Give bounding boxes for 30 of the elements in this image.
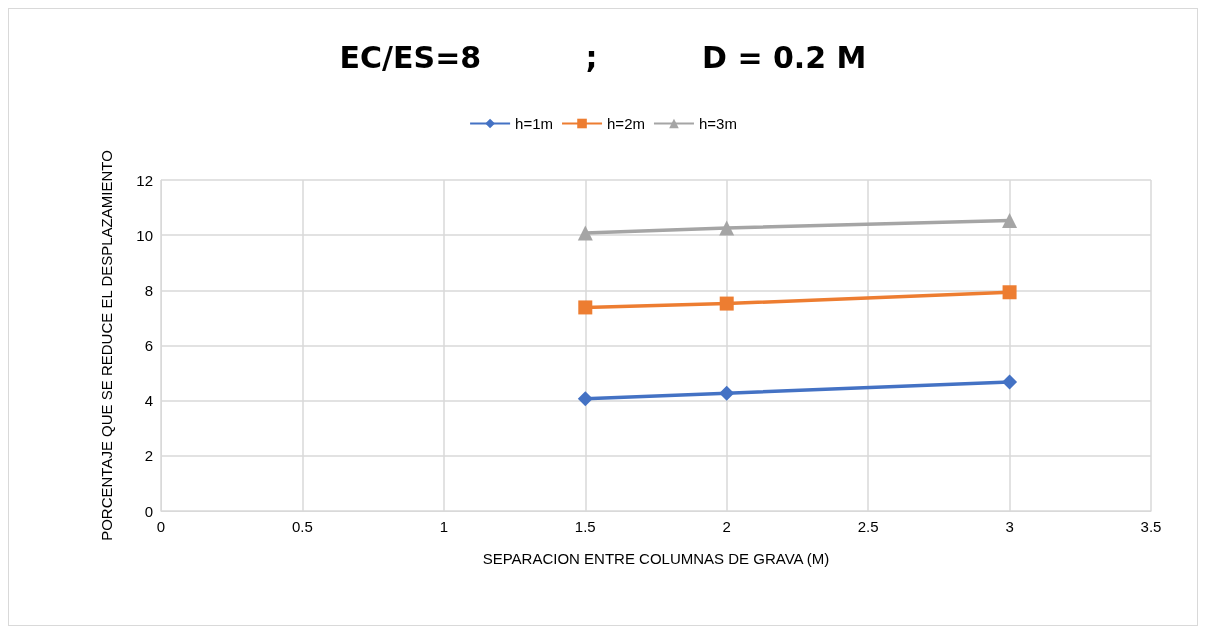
point: [719, 220, 735, 236]
y-tick-label: 10: [136, 226, 153, 244]
x-tick-label: 1.5: [574, 518, 596, 535]
point: [577, 391, 593, 407]
y-axis-title: PORCENTAJE QUE SE REDUCE EL DESPLAZAMIENTO: [97, 150, 115, 541]
point: [1002, 374, 1018, 390]
y-tick-label: 8: [144, 281, 153, 299]
legend-label: h=3m: [698, 115, 737, 132]
legend-label: h=1m: [515, 115, 554, 132]
point: [1002, 285, 1017, 300]
y-tick-label: 12: [136, 171, 153, 189]
point: [577, 225, 593, 241]
x-tick-label: 2.5: [857, 518, 879, 535]
point: [1002, 213, 1018, 229]
chart-title: EC/ES=8 ; D = 0.2 M: [339, 39, 867, 75]
x-tick-label: 0: [156, 518, 166, 535]
point: [719, 296, 734, 311]
x-tick-label: 0.5: [292, 518, 313, 535]
x-tick-label: 1: [439, 518, 449, 535]
point: [578, 300, 593, 315]
point: [719, 385, 735, 401]
y-tick-label: 0: [144, 502, 153, 520]
legend-label: h=2m: [607, 115, 645, 132]
y-tick-label: 2: [144, 447, 153, 465]
x-tick-label: 3: [1005, 518, 1014, 535]
x-axis-title: SEPARACION ENTRE COLUMNAS DE GRAVA (M): [482, 550, 830, 567]
x-tick-label: 3.5: [1140, 518, 1162, 535]
y-tick-label: 6: [144, 337, 153, 354]
y-tick-label: 4: [144, 392, 153, 410]
x-tick-label: 2: [722, 518, 731, 535]
